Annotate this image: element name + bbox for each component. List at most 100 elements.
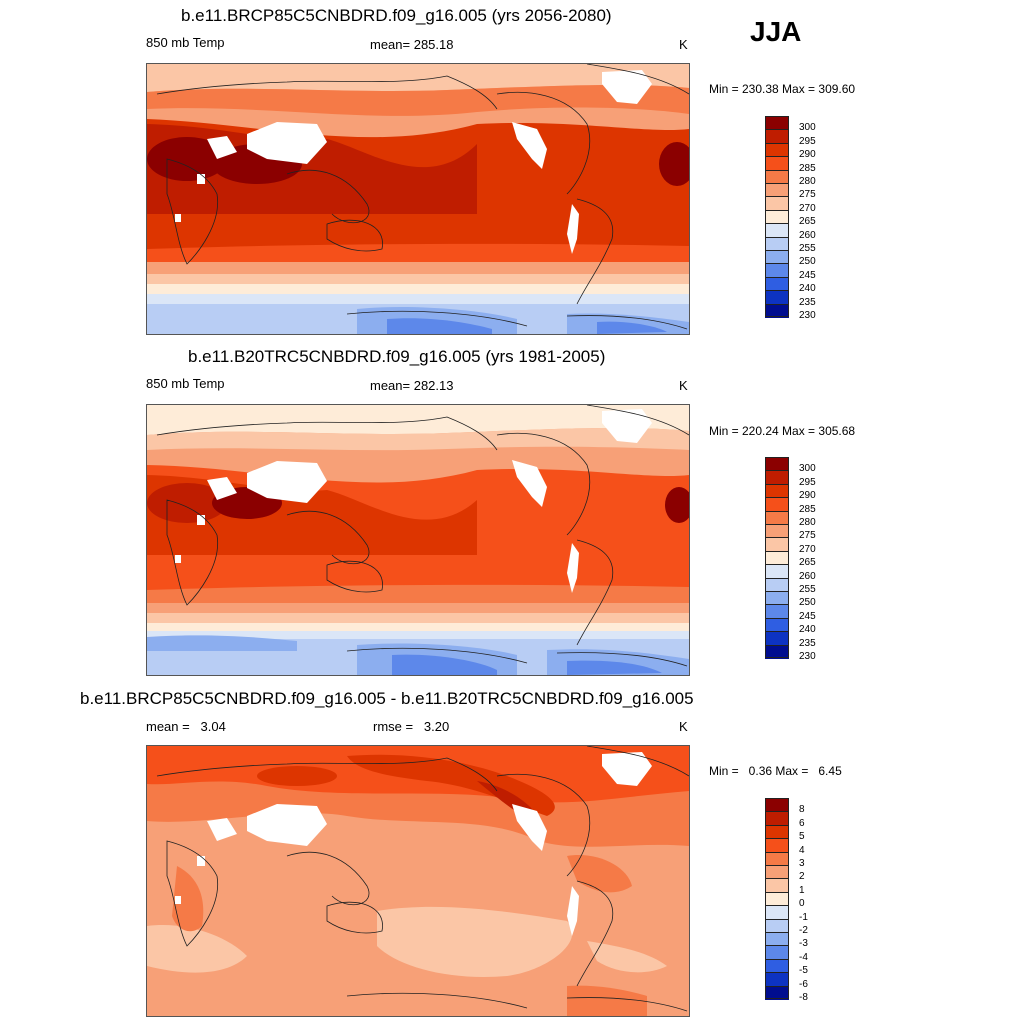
colorbar-swatch [765,142,789,158]
panel2-map [146,404,690,676]
panel2-variable-label: 850 mb Temp [146,376,225,391]
colorbar-swatch [765,290,789,305]
colorbar-label: 250 [799,597,816,609]
colorbar-swatch [765,945,789,960]
panel1-mean-label: mean= 285.18 [370,37,454,52]
colorbar-swatch [765,223,789,238]
colorbar-label: -6 [799,978,808,990]
panel1-unit-label: K [679,37,688,52]
colorbar-swatch [765,838,789,853]
colorbar-label: -8 [799,992,808,1003]
colorbar-label: 0 [799,898,805,910]
colorbar-label: 300 [799,122,816,134]
colorbar-swatch [765,905,789,920]
colorbar-swatch [765,169,789,184]
colorbar-label: -3 [799,938,808,950]
colorbar-swatch [765,932,789,947]
colorbar-swatch [765,851,789,866]
colorbar-label: 260 [799,570,816,582]
colorbar-swatch [765,250,789,265]
colorbar-swatch [765,891,789,907]
panel2-unit-label: K [679,378,688,393]
colorbar-label: -1 [799,911,808,923]
colorbar-label: 235 [799,637,816,649]
colorbar-swatch [765,129,789,144]
colorbar-swatch [765,196,789,211]
colorbar-label: 280 [799,517,816,528]
colorbar-swatch [765,510,789,525]
colorbar-label: 295 [799,135,816,147]
colorbar-label: 255 [799,584,816,595]
colorbar-label: 1 [799,884,805,896]
colorbar-label: 290 [799,149,816,161]
colorbar-label: 230 [799,651,816,662]
colorbar-label: 270 [799,202,816,214]
colorbar-swatch [765,550,789,566]
colorbar-label: 230 [799,310,816,321]
panel3-mean-label: mean = 3.04 [146,719,226,734]
colorbar-label: 245 [799,610,816,622]
colorbar-swatch [765,303,789,318]
colorbar-swatch [765,156,789,171]
panel1-title: b.e11.BRCP85C5CNBDRD.f09_g16.005 (yrs 20… [181,6,612,25]
colorbar-label: 240 [799,283,816,295]
colorbar-swatch [765,183,789,198]
panel3-unit-label: K [679,719,688,734]
colorbar-swatch [765,865,789,880]
panel2-title: b.e11.B20TRC5CNBDRD.f09_g16.005 (yrs 198… [188,347,606,366]
colorbar-label: 275 [799,530,816,542]
colorbar-swatch [765,276,789,292]
colorbar-label: 270 [799,543,816,555]
colorbar-label: 255 [799,243,816,254]
colorbar-label: 235 [799,296,816,308]
colorbar-label: 5 [799,831,805,843]
colorbar-swatch [765,470,789,485]
colorbar-swatch [765,209,789,225]
panel1-map [146,63,690,335]
colorbar-frame [765,116,789,317]
panel1-min-max: Min = 230.38 Max = 309.60 [709,82,856,96]
panel2-mean-label: mean= 282.13 [370,378,454,393]
colorbar-swatch [765,644,789,659]
colorbar-label: 4 [799,844,805,856]
colorbar-label: 290 [799,490,816,502]
colorbar-label: 265 [799,557,816,569]
colorbar-label: 245 [799,269,816,281]
colorbar-frame [765,798,789,999]
colorbar-label: 250 [799,256,816,268]
colorbar-label: 285 [799,503,816,515]
colorbar-label: 260 [799,229,816,241]
colorbar-label: -2 [799,925,808,936]
colorbar-swatch [765,958,789,974]
colorbar-label: 265 [799,216,816,228]
colorbar-swatch [765,577,789,592]
panel2-min-max: Min = 220.24 Max = 305.68 [709,424,856,438]
colorbar-swatch [765,631,789,646]
colorbar-label: 285 [799,162,816,174]
colorbar-swatch [765,263,789,278]
colorbar-swatch [765,564,789,579]
panel3-min-max: Min = 0.36 Max = 6.45 [709,764,842,778]
colorbar-label: 8 [799,804,805,816]
colorbar-swatch [765,524,789,539]
colorbar-swatch [765,918,789,933]
colorbar-swatch [765,617,789,633]
colorbar-swatch [765,483,789,499]
colorbar-label: 300 [799,463,816,475]
colorbar-label: 3 [799,858,805,869]
panel1-variable-label: 850 mb Temp [146,35,225,50]
colorbar-swatch [765,811,789,826]
colorbar-label: 280 [799,176,816,187]
colorbar-swatch [765,972,789,987]
colorbar-swatch [765,236,789,251]
colorbar-swatch [765,824,789,840]
colorbar-swatch [765,591,789,606]
colorbar-swatch [765,878,789,893]
colorbar-label: 275 [799,189,816,201]
colorbar-label: 6 [799,817,805,829]
panel3-title: b.e11.BRCP85C5CNBDRD.f09_g16.005 - b.e11… [80,689,694,708]
colorbar-frame [765,457,789,658]
colorbar-swatch [765,537,789,552]
colorbar-label: -5 [799,965,808,977]
colorbar-label: -4 [799,951,808,963]
